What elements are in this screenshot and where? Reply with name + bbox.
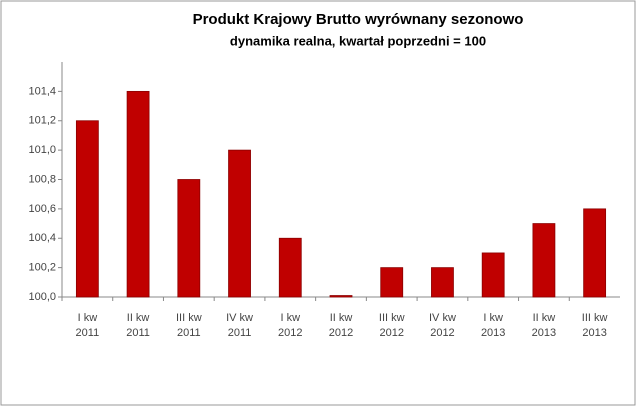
y-tick-label: 100,4	[28, 232, 56, 244]
y-tick-label: 101,4	[28, 85, 56, 97]
bar	[431, 267, 454, 298]
x-tick-label: 2011	[228, 327, 252, 339]
y-tick-label: 100,2	[28, 262, 56, 274]
x-tick-label: 2012	[379, 327, 403, 339]
y-tick-label: 100,0	[28, 291, 56, 303]
bar	[329, 295, 353, 298]
x-tick-label: II kw	[127, 312, 150, 324]
x-tick-label: IV kw	[226, 312, 253, 324]
y-tick-label: 100,6	[28, 203, 56, 215]
x-tick-label: I kw	[78, 312, 98, 324]
bar	[532, 223, 556, 298]
x-tick-label: 2012	[430, 327, 454, 339]
x-tick-label: IV kw	[429, 312, 456, 324]
bar	[380, 267, 404, 298]
x-tick-label: II kw	[330, 312, 353, 324]
chart-subtitle: dynamika realna, kwartał poprzedni = 100	[230, 33, 486, 48]
bar	[228, 149, 251, 298]
x-tick-label: 2013	[582, 327, 606, 339]
x-tick-label: III kw	[582, 312, 608, 324]
x-tick-label: II kw	[533, 312, 556, 324]
x-tick-label: 2011	[76, 327, 100, 339]
x-tick-label: 2013	[532, 327, 556, 339]
x-tick-label: I kw	[483, 312, 503, 324]
bar	[278, 237, 302, 298]
bar	[75, 120, 99, 298]
bar	[481, 252, 505, 298]
x-tick-label: 2012	[278, 327, 302, 339]
x-tick-label: I kw	[280, 312, 300, 324]
x-tick-label: III kw	[379, 312, 405, 324]
x-tick-label: III kw	[176, 312, 202, 324]
y-tick-label: 100,8	[28, 173, 56, 185]
bar	[583, 208, 607, 298]
y-tick-label: 101,2	[28, 115, 56, 127]
x-tick-label: 2011	[177, 327, 201, 339]
bar	[126, 90, 150, 298]
x-tick-label: 2011	[126, 327, 150, 339]
bar	[177, 179, 201, 298]
x-tick-label: 2013	[481, 327, 505, 339]
x-tick-label: 2012	[329, 327, 353, 339]
y-tick-label: 101,0	[28, 144, 56, 156]
chart-title: Produkt Krajowy Brutto wyrównany sezonow…	[193, 11, 524, 28]
